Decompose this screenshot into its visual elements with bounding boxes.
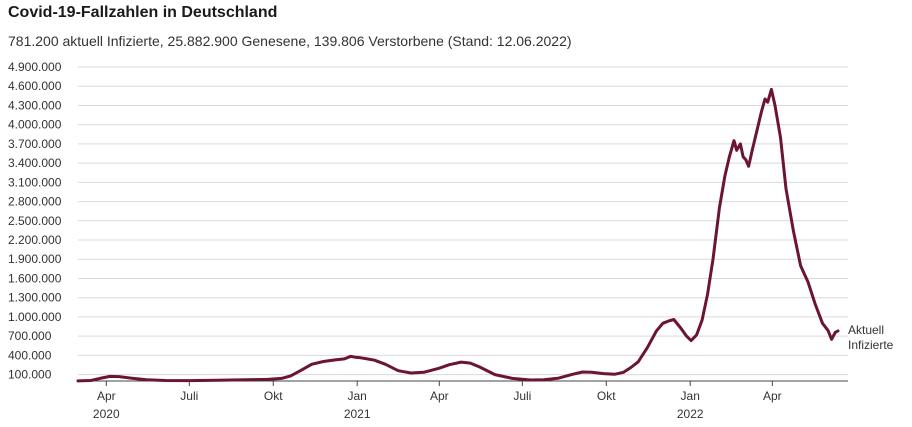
x-tick-label: Jan <box>348 389 367 403</box>
y-tick-label: 4.900.000 <box>8 60 62 74</box>
y-tick-label: 3.400.000 <box>8 156 62 170</box>
y-axis: 100.000 400.000 700.000 1.000.000 1.300.000 1… <box>8 60 62 382</box>
y-tick-label: 100.000 <box>8 368 52 382</box>
y-tick-label: 4.600.000 <box>8 79 62 93</box>
x-year-label: 2021 <box>344 407 371 421</box>
x-tick-label: Juli <box>513 389 531 403</box>
series-end-label: Aktuell <box>848 323 884 337</box>
y-tick-label: 2.500.000 <box>8 214 62 228</box>
series-line-aktuell-infizierte <box>76 87 840 383</box>
chart-title: Covid-19-Fallzahlen in Deutschland <box>8 4 278 21</box>
x-tick-label: Juli <box>180 389 198 403</box>
y-tick-label: 400.000 <box>8 348 52 362</box>
y-tick-label: 2.200.000 <box>8 233 62 247</box>
y-tick-label: 700.000 <box>8 329 52 343</box>
y-tick-label: 3.700.000 <box>8 137 62 151</box>
x-tick-label: Apr <box>430 389 449 403</box>
y-tick-label: 4.000.000 <box>8 118 62 132</box>
grid-lines <box>78 66 848 382</box>
x-tick-label: Apr <box>97 389 116 403</box>
x-tick-label: Okt <box>597 389 616 403</box>
x-tick-label: Jan <box>681 389 700 403</box>
y-tick-label: 1.000.000 <box>8 310 62 324</box>
y-tick-label: 1.300.000 <box>8 291 62 305</box>
y-tick-label: 2.800.000 <box>8 195 62 209</box>
x-tick-label: Okt <box>264 389 283 403</box>
y-tick-label: 4.300.000 <box>8 98 62 112</box>
chart-subtitle: 781.200 aktuell Infizierte, 25.882.900 G… <box>8 33 572 49</box>
series-end-label: Infizierte <box>848 338 894 352</box>
x-axis: Apr 2020 Juli Okt Jan 2021 Apr Juli Okt Jan 2022 Ap… <box>93 381 782 421</box>
y-tick-label: 1.600.000 <box>8 271 62 285</box>
x-year-label: 2020 <box>93 407 120 421</box>
series-layer <box>76 87 840 383</box>
x-year-label: 2022 <box>677 407 704 421</box>
y-tick-label: 1.900.000 <box>8 252 62 266</box>
y-tick-label: 3.100.000 <box>8 175 62 189</box>
x-tick-label: Apr <box>763 389 782 403</box>
